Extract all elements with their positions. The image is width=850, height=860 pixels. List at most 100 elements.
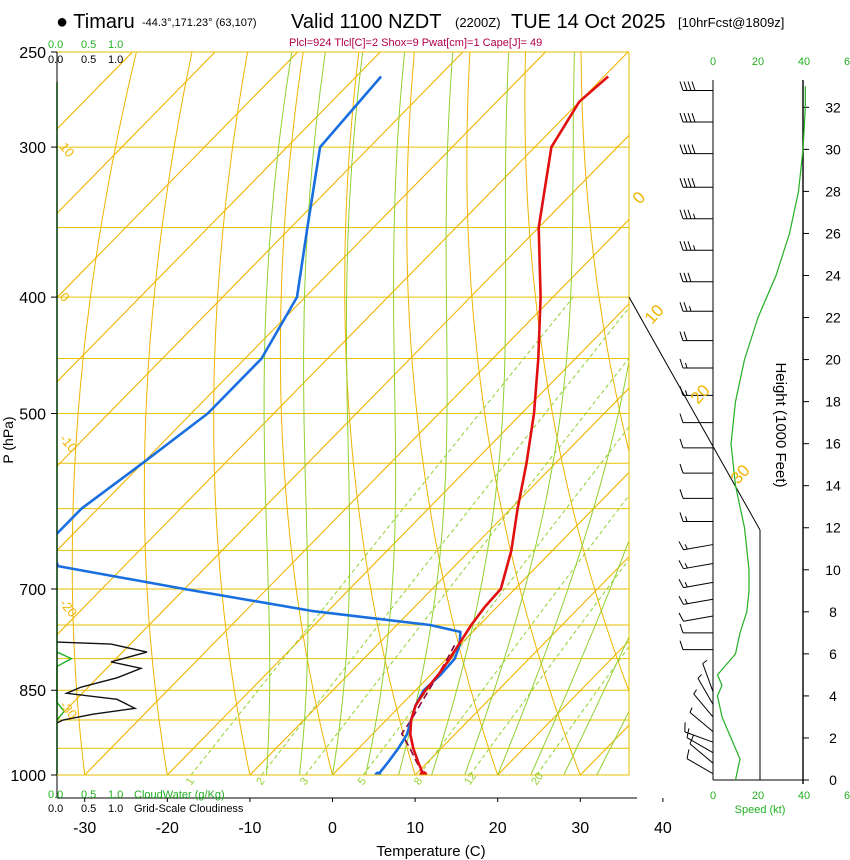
wind-barb-5 xyxy=(693,689,714,718)
surface-dewpoint-dot xyxy=(374,771,382,775)
moist-adiabat--8 xyxy=(263,52,293,775)
height-tick-label-30: 30 xyxy=(825,141,841,157)
cloudiness-top-tick-1: 0.5 xyxy=(81,54,96,66)
wind-barb-flag xyxy=(687,178,692,188)
wind-barb-21 xyxy=(679,358,713,369)
isotherm-40 xyxy=(663,52,850,775)
valid-time: Valid 1100 NZDT xyxy=(291,11,442,33)
station-title: ● Timaru xyxy=(56,11,135,34)
height-tick-label-8: 8 xyxy=(829,604,837,620)
speed-tick-top-0: 0 xyxy=(710,56,716,68)
x-tick-label-40: 40 xyxy=(654,820,672,837)
wind-barb-flag xyxy=(683,178,688,188)
cloudiness-bottom-tick-1: 0.5 xyxy=(81,803,96,815)
mixing-ratio-label-20: 20 xyxy=(529,771,546,788)
dry-adiabat--10 xyxy=(213,52,251,775)
cloudwater-bottom-tick-2: 1.0 xyxy=(108,789,123,801)
speed-label: Speed (kt) xyxy=(735,804,786,816)
wind-barb-flag xyxy=(687,209,692,219)
mixing-ratio-5 xyxy=(362,426,629,775)
isotherm-0 xyxy=(332,471,629,775)
wind-barb-flag xyxy=(691,144,696,154)
isotherm--60 xyxy=(57,52,546,552)
wind-barb-halfflag xyxy=(684,582,688,588)
wind-barb-staff xyxy=(683,598,714,605)
wind-barb-flag xyxy=(679,640,684,650)
wind-barb-flag xyxy=(679,112,684,123)
wind-barb-flag xyxy=(686,749,690,759)
wind-barb-flag xyxy=(691,112,696,123)
wind-barb-14 xyxy=(678,541,714,551)
station-dot-icon: ● xyxy=(56,11,69,33)
wind-barb-staff xyxy=(702,663,714,692)
dry-adiabat-20 xyxy=(406,52,499,775)
p-tick-label-700: 700 xyxy=(19,582,46,599)
wind-barb-staff xyxy=(689,743,714,764)
wind-barb-flag xyxy=(691,81,696,91)
height-tick-label-18: 18 xyxy=(825,394,841,410)
wind-barb-staff xyxy=(686,758,714,775)
height-tick-label-26: 26 xyxy=(825,225,841,241)
forecast-info: [10hrFcst@1809z] xyxy=(678,15,785,30)
wind-barb-flag xyxy=(683,81,688,91)
isotherm-label-left-3: -20 xyxy=(57,596,81,620)
dry-adiabat-60 xyxy=(636,31,828,775)
moist-adiabat-28 xyxy=(563,635,629,775)
wind-barb-flag xyxy=(687,241,692,251)
isotherm--70 xyxy=(57,52,464,467)
dry-adiabat-40 xyxy=(524,52,629,693)
valid-date: TUE 14 Oct 2025 xyxy=(511,11,666,33)
p-tick-label-250: 250 xyxy=(19,45,46,62)
wind-barb-flag xyxy=(679,272,684,282)
wind-barb-20 xyxy=(679,386,713,396)
dry-adiabat--20 xyxy=(143,52,193,775)
wind-barb-25 xyxy=(679,241,713,251)
panel-separator xyxy=(628,296,761,531)
isotherm-10 xyxy=(414,555,629,775)
wind-barb-staff xyxy=(684,731,714,743)
wind-barb-6 xyxy=(697,674,714,705)
surface-temperature-dot xyxy=(419,771,428,775)
dry-adiabat-0 xyxy=(279,52,333,775)
wind-barb-flag xyxy=(679,386,684,396)
wind-barb-staff xyxy=(689,711,714,733)
mixing-ratio-label-12: 12 xyxy=(462,771,479,788)
wind-barb-flag xyxy=(679,81,684,91)
wind-barb-24 xyxy=(679,272,713,283)
wind-barb-flag xyxy=(679,209,684,219)
speed-tick-bottom-1: 20 xyxy=(752,790,764,802)
valid-utc: (2200Z) xyxy=(455,15,501,30)
wind-barb-13 xyxy=(678,560,714,570)
wind-barb-26 xyxy=(679,209,713,220)
mixing-ratio-label-3: 3 xyxy=(298,776,311,788)
wind-barb-flag xyxy=(679,512,684,522)
wind-barb-30 xyxy=(679,81,713,92)
wind-barb-halfflag xyxy=(702,660,708,664)
wind-barb-flag xyxy=(678,541,684,551)
mixing-ratio-1 xyxy=(190,296,574,775)
isotherm-50 xyxy=(746,52,850,775)
isotherm-label-right-1: 10 xyxy=(641,301,668,328)
height-tick-label-32: 32 xyxy=(825,99,841,115)
wind-barb-1 xyxy=(689,734,714,764)
wind-barb-11 xyxy=(678,595,714,605)
wind-barb-28 xyxy=(679,144,713,155)
wind-barb-flag xyxy=(683,112,688,123)
wind-barb-flag xyxy=(687,272,692,282)
wind-barb-halfflag xyxy=(689,306,692,312)
moist-adiabat--4 xyxy=(299,52,326,775)
cloudiness-label: Grid-Scale Cloudiness xyxy=(134,803,244,815)
station-coords: -44.3°,171.23° (63,107) xyxy=(142,17,257,29)
wind-barb-halfflag xyxy=(684,563,688,569)
wind-barb-flag xyxy=(679,144,684,154)
wind-barb-staff xyxy=(683,544,714,551)
wind-barb-flag xyxy=(683,241,688,251)
wind-barb-halfflag xyxy=(697,674,702,679)
p-tick-label-850: 850 xyxy=(19,683,46,700)
isotherm--30 xyxy=(84,218,629,775)
moist-adiabat-24 xyxy=(530,539,629,775)
mixing-ratio-8 xyxy=(418,494,629,775)
isotherm--50 xyxy=(57,52,629,636)
x-tick-label-30: 30 xyxy=(571,820,589,837)
isotherm-label-right-2: 20 xyxy=(687,381,714,408)
